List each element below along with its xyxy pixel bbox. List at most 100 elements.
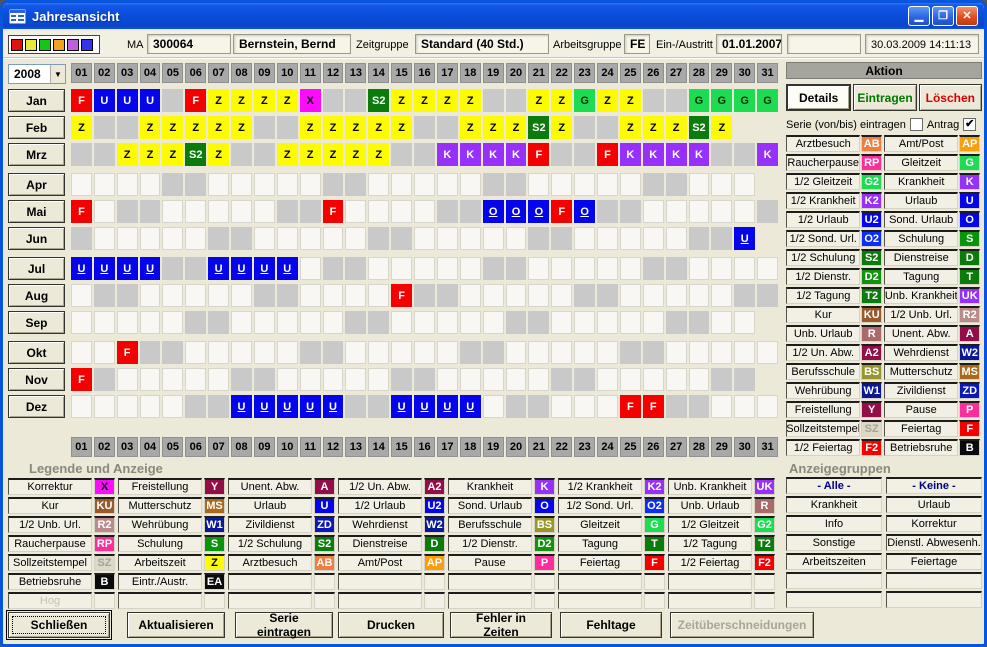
day-cell-code-Z[interactable]: Z — [162, 116, 184, 139]
legend-label-button[interactable]: Raucherpause — [786, 154, 861, 171]
day-cell-code-F[interactable]: F — [71, 89, 92, 112]
day-cell-empty[interactable] — [597, 368, 618, 391]
legend-label-button[interactable] — [228, 573, 312, 590]
day-cell-weekend[interactable] — [551, 143, 573, 166]
day-cell-code-Z[interactable]: Z — [322, 143, 344, 166]
day-cell-weekend[interactable] — [139, 341, 161, 364]
tab-details[interactable]: Details — [786, 84, 852, 111]
day-cell-empty[interactable] — [757, 341, 778, 364]
day-cell-weekend[interactable] — [551, 368, 573, 391]
legend-label-button[interactable]: Unent. Abw. — [228, 478, 312, 495]
day-cell-empty[interactable] — [642, 227, 664, 250]
legend-label-button[interactable]: Kur — [8, 497, 92, 514]
day-cell-empty[interactable] — [71, 311, 92, 334]
legend-label-button[interactable]: Freistellung — [786, 401, 861, 418]
day-cell-code-Z[interactable]: Z — [482, 116, 504, 139]
legend-label-button[interactable]: Krankheit — [884, 173, 959, 190]
day-cell-empty[interactable] — [322, 368, 344, 391]
day-cell-empty[interactable] — [299, 311, 321, 334]
day-cell-empty[interactable] — [688, 200, 710, 223]
day-cell-code-K[interactable]: K — [688, 143, 710, 166]
day-cell-code-S2[interactable]: S2 — [368, 89, 390, 112]
day-cell-empty[interactable] — [368, 200, 390, 223]
legend-label-button[interactable]: 1/2 Dienstr. — [786, 268, 861, 285]
day-cell-weekend[interactable] — [688, 395, 710, 418]
day-cell-empty[interactable] — [299, 284, 321, 307]
day-cell-code-Z[interactable]: Z — [345, 116, 367, 139]
day-cell-empty[interactable] — [711, 200, 733, 223]
day-cell-empty[interactable] — [688, 173, 710, 196]
legend-label-button[interactable]: Wehrdienst — [884, 344, 959, 361]
day-cell-empty[interactable] — [642, 284, 664, 307]
day-cell-weekend[interactable] — [93, 143, 115, 166]
legend-label-button[interactable]: Feiertag — [884, 420, 959, 437]
day-cell-weekend[interactable] — [642, 341, 664, 364]
day-cell-code-U[interactable]: U — [93, 89, 115, 112]
legend-label-button[interactable]: 1/2 Dienstr. — [448, 535, 532, 552]
day-cell-code-K[interactable]: K — [459, 143, 481, 166]
display-group-button[interactable]: - Keine - — [886, 477, 982, 494]
day-cell-empty[interactable] — [208, 200, 230, 223]
day-cell-weekend[interactable] — [505, 89, 527, 112]
day-cell-empty[interactable] — [208, 368, 230, 391]
legend-label-button[interactable]: Tagung — [558, 535, 642, 552]
day-cell-empty[interactable] — [116, 173, 138, 196]
day-cell-weekend[interactable] — [665, 173, 687, 196]
day-cell-weekend[interactable] — [162, 341, 184, 364]
legend-label-button[interactable]: Amt/Post — [884, 135, 959, 152]
day-cell-empty[interactable] — [642, 368, 664, 391]
day-cell-code-Z[interactable]: Z — [459, 89, 481, 112]
legend-label-button[interactable]: Mutterschutz — [118, 497, 202, 514]
legend-label-button[interactable]: Eintr./Austr. — [118, 573, 202, 590]
day-cell-empty[interactable] — [665, 284, 687, 307]
day-cell-empty[interactable] — [391, 311, 413, 334]
day-cell-code-F[interactable]: F — [322, 200, 344, 223]
day-cell-weekend[interactable] — [505, 311, 527, 334]
day-cell-code-X[interactable]: X — [299, 89, 321, 112]
day-cell-empty[interactable] — [299, 257, 321, 280]
legend-label-button[interactable]: Unb. Urlaub — [786, 325, 861, 342]
day-cell-empty[interactable] — [665, 200, 687, 223]
legend-label-button[interactable]: Korrektur — [8, 478, 92, 495]
day-cell-weekend[interactable] — [93, 116, 115, 139]
day-cell-empty[interactable] — [116, 311, 138, 334]
day-cell-empty[interactable] — [711, 395, 733, 418]
day-cell-code-Z[interactable]: Z — [528, 89, 550, 112]
day-cell-weekend[interactable] — [322, 341, 344, 364]
day-cell-empty[interactable] — [299, 227, 321, 250]
day-cell-weekend[interactable] — [711, 368, 733, 391]
day-cell-weekend[interactable] — [368, 395, 390, 418]
day-cell-empty[interactable] — [253, 173, 275, 196]
day-cell-weekend[interactable] — [619, 341, 641, 364]
day-cell-empty[interactable] — [551, 395, 573, 418]
legend-label-button[interactable]: Zivildienst — [228, 516, 312, 533]
day-cell-weekend[interactable] — [71, 227, 92, 250]
legend-label-button[interactable]: Urlaub — [228, 497, 312, 514]
month-button-apr[interactable]: Apr — [8, 173, 65, 196]
day-cell-empty[interactable] — [185, 341, 207, 364]
day-cell-empty[interactable] — [482, 311, 504, 334]
day-cell-empty[interactable] — [757, 395, 778, 418]
day-cell-empty[interactable] — [642, 311, 664, 334]
day-cell-code-O[interactable]: O — [528, 200, 550, 223]
day-cell-code-O[interactable]: O — [482, 200, 504, 223]
day-cell-code-Z[interactable]: Z — [619, 116, 641, 139]
legend-label-button[interactable]: Unb. Urlaub — [668, 497, 752, 514]
legend-label-button[interactable]: 1/2 Sond. Url. — [558, 497, 642, 514]
day-cell-code-O[interactable]: O — [574, 200, 596, 223]
day-cell-code-Z[interactable]: Z — [436, 89, 458, 112]
day-cell-empty[interactable] — [551, 173, 573, 196]
day-cell-weekend[interactable] — [368, 227, 390, 250]
day-cell-empty[interactable] — [482, 395, 504, 418]
day-cell-code-Z[interactable]: Z — [299, 116, 321, 139]
day-cell-empty[interactable] — [505, 227, 527, 250]
day-cell-weekend[interactable] — [322, 173, 344, 196]
day-cell-code-K[interactable]: K — [665, 143, 687, 166]
day-cell-code-Z[interactable]: Z — [597, 89, 618, 112]
month-button-feb[interactable]: Feb — [8, 116, 65, 139]
day-cell-empty[interactable] — [459, 311, 481, 334]
day-cell-weekend[interactable] — [139, 200, 161, 223]
day-cell-empty[interactable] — [116, 368, 138, 391]
day-cell-empty[interactable] — [368, 173, 390, 196]
day-cell-empty[interactable] — [162, 311, 184, 334]
